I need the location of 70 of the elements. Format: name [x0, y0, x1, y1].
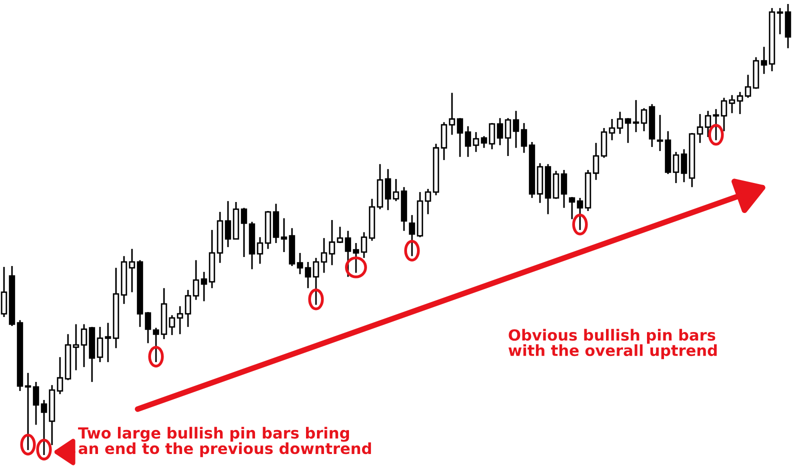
- candlestick: [24, 372, 32, 451]
- candlestick: [448, 92, 456, 136]
- candlestick: [480, 135, 488, 149]
- candlestick: [240, 207, 248, 258]
- candlestick: [392, 178, 400, 202]
- candlestick: [344, 230, 352, 278]
- annotation: Two large bullish pin bars bring an end to the previous downtrend: [78, 426, 371, 458]
- candlestick: [336, 226, 344, 244]
- candlestick: [656, 114, 664, 152]
- candlestick: [152, 327, 160, 363]
- candlestick: [192, 259, 200, 301]
- candlestick: [736, 91, 744, 115]
- candlestick: [456, 117, 464, 158]
- candlestick: [224, 200, 232, 248]
- candlestick: [624, 117, 632, 144]
- candlestick: [0, 266, 8, 318]
- candlestick: [576, 197, 584, 231]
- candlestick: [464, 125, 472, 158]
- candlestick: [520, 122, 528, 154]
- candlestick: [552, 170, 560, 200]
- candlestick: [616, 111, 624, 135]
- candlestick: [728, 94, 736, 114]
- candlestick: [504, 117, 512, 157]
- candlestick: [176, 305, 184, 335]
- candlestick: [744, 74, 752, 99]
- candlestick: [328, 219, 336, 266]
- candlestick: [608, 118, 616, 141]
- candlestick: [472, 131, 480, 153]
- candlestick: [592, 142, 600, 181]
- candlestick: [720, 97, 728, 132]
- candlestick: [672, 151, 680, 184]
- candlestick: [80, 323, 88, 368]
- candlestick: [168, 314, 176, 336]
- candlestick: [424, 188, 432, 215]
- candlestick: [352, 242, 360, 274]
- candlestick: [712, 108, 720, 141]
- candlestick: [304, 261, 312, 289]
- candlestick: [72, 323, 80, 371]
- candlestick: [776, 7, 784, 35]
- annotation: Obvious bullish pin bars with the overall uptrend: [508, 328, 717, 360]
- candlestick: [512, 110, 520, 149]
- candlestick: [704, 110, 712, 138]
- candlestick: [184, 289, 192, 328]
- candlestick: [488, 122, 496, 150]
- candlestick: [408, 214, 416, 257]
- candlestick: [632, 99, 640, 133]
- candlestick: [320, 237, 328, 274]
- candlestick: [296, 252, 304, 275]
- candlestick: [200, 271, 208, 302]
- candlestick: [40, 399, 48, 456]
- candlestick: [128, 248, 136, 293]
- candlestick: [640, 107, 648, 132]
- candlestick: [280, 217, 288, 253]
- candlestick: [440, 121, 448, 161]
- candlestick: [256, 236, 264, 265]
- candlestick: [568, 196, 576, 220]
- candlestick: [360, 231, 368, 259]
- candlestick: [32, 381, 40, 426]
- candlestick: [56, 356, 64, 395]
- candlestick: [104, 322, 112, 363]
- candlestick: [144, 311, 152, 344]
- candlestick: [696, 113, 704, 144]
- candlestick: [384, 168, 392, 211]
- candlestick: [680, 148, 688, 183]
- candlestick: [760, 46, 768, 75]
- candlestick: [560, 169, 568, 209]
- candlestick: [496, 117, 504, 146]
- candlestick: [312, 257, 320, 306]
- candlestick: [600, 127, 608, 159]
- candlestick: [96, 326, 104, 363]
